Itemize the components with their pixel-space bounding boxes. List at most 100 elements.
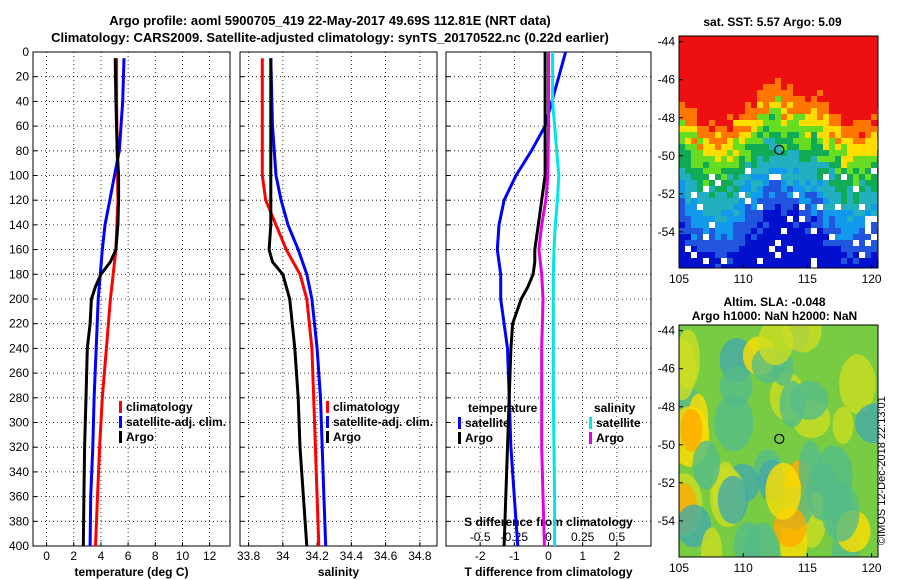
map-cell bbox=[763, 96, 769, 102]
map-cell bbox=[727, 96, 733, 102]
map-cell bbox=[793, 96, 799, 102]
map-cell bbox=[709, 174, 715, 180]
map-cell bbox=[751, 78, 757, 84]
map-cell bbox=[769, 60, 775, 66]
map-cell bbox=[733, 96, 739, 102]
map-cell bbox=[751, 168, 757, 174]
map-cell bbox=[859, 240, 865, 246]
map-lon-label: 115 bbox=[798, 561, 817, 575]
map-cell bbox=[721, 222, 727, 228]
map-cell bbox=[751, 96, 757, 102]
map-cell bbox=[835, 42, 841, 48]
map-cell bbox=[793, 48, 799, 54]
map-cell bbox=[751, 150, 757, 156]
map-cell bbox=[679, 258, 685, 264]
map-cell bbox=[715, 174, 721, 180]
map-cell bbox=[829, 162, 835, 168]
map-cell bbox=[685, 162, 691, 168]
map-cell bbox=[805, 180, 811, 186]
map-cell bbox=[829, 60, 835, 66]
map-cell bbox=[793, 126, 799, 132]
map-cell bbox=[793, 138, 799, 144]
map-cell bbox=[691, 246, 697, 252]
map-cell bbox=[787, 204, 793, 210]
map-cell bbox=[739, 252, 745, 258]
map-cell bbox=[787, 54, 793, 60]
map-cell bbox=[865, 156, 871, 162]
map-cell bbox=[751, 72, 757, 78]
map-cell bbox=[715, 198, 721, 204]
map-cell bbox=[733, 198, 739, 204]
map-cell bbox=[709, 42, 715, 48]
map-cell bbox=[763, 108, 769, 114]
map-cell bbox=[781, 78, 787, 84]
map-cell bbox=[865, 186, 871, 192]
map-cell bbox=[787, 168, 793, 174]
map-cell bbox=[871, 162, 877, 168]
map-cell bbox=[679, 120, 685, 126]
series-line-s-satellite bbox=[551, 52, 561, 546]
map-cell bbox=[739, 54, 745, 60]
map-cell bbox=[763, 132, 769, 138]
map-cell bbox=[691, 144, 697, 150]
map-cell bbox=[853, 186, 859, 192]
map-cell bbox=[739, 174, 745, 180]
map-cell bbox=[853, 36, 859, 42]
map-cell bbox=[733, 156, 739, 162]
map-cell bbox=[781, 174, 787, 180]
map-cell bbox=[829, 228, 835, 234]
map-cell bbox=[709, 138, 715, 144]
map-cell bbox=[799, 120, 805, 126]
map-cell bbox=[823, 186, 829, 192]
map-cell bbox=[721, 252, 727, 258]
map-cell bbox=[721, 108, 727, 114]
map-cell bbox=[793, 114, 799, 120]
map-cell bbox=[703, 252, 709, 258]
map-cell bbox=[691, 96, 697, 102]
map-lat-label: -44 bbox=[658, 35, 676, 49]
map-cell bbox=[799, 216, 805, 222]
map-cell bbox=[697, 234, 703, 240]
map-cell bbox=[781, 48, 787, 54]
map-cell bbox=[715, 66, 721, 72]
map-cell bbox=[745, 150, 751, 156]
map-cell bbox=[775, 108, 781, 114]
map-cell bbox=[847, 126, 853, 132]
map-cell bbox=[703, 144, 709, 150]
map-cell bbox=[769, 42, 775, 48]
map-cell bbox=[733, 228, 739, 234]
map-cell bbox=[751, 186, 757, 192]
sla-feature bbox=[743, 522, 780, 557]
map-cell bbox=[679, 168, 685, 174]
map-cell bbox=[817, 246, 823, 252]
map-cell bbox=[745, 120, 751, 126]
map-cell bbox=[787, 228, 793, 234]
map-cell bbox=[853, 96, 859, 102]
map-cell bbox=[781, 54, 787, 60]
map-cell bbox=[811, 66, 817, 72]
map-cell bbox=[703, 222, 709, 228]
map-cell bbox=[853, 192, 859, 198]
map-cell bbox=[829, 132, 835, 138]
map-cell bbox=[763, 186, 769, 192]
map-cell bbox=[775, 36, 781, 42]
map-cell bbox=[715, 54, 721, 60]
map-cell bbox=[853, 54, 859, 60]
map-cell bbox=[805, 48, 811, 54]
map-cell bbox=[679, 54, 685, 60]
map-cell bbox=[805, 228, 811, 234]
map-cell bbox=[691, 90, 697, 96]
map-cell bbox=[829, 216, 835, 222]
map-cell bbox=[715, 114, 721, 120]
map-cell bbox=[697, 252, 703, 258]
map-cell bbox=[871, 180, 877, 186]
map-cell bbox=[865, 210, 871, 216]
map-cell bbox=[817, 192, 823, 198]
depth-tick-label: 300 bbox=[9, 416, 29, 430]
depth-tick-label: 320 bbox=[9, 440, 29, 454]
map-cell bbox=[679, 114, 685, 120]
map-cell bbox=[727, 246, 733, 252]
map-cell bbox=[703, 234, 709, 240]
map-cell bbox=[787, 84, 793, 90]
map-cell bbox=[841, 90, 847, 96]
